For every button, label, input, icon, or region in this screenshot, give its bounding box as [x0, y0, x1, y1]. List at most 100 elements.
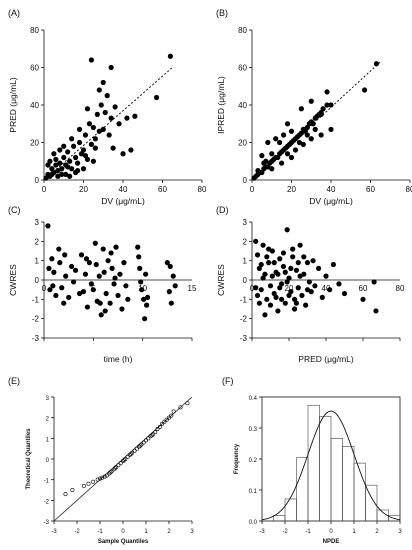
data-point — [153, 94, 160, 101]
x-tick-label: 15 — [188, 284, 197, 293]
data-point — [148, 434, 153, 439]
data-point — [121, 260, 127, 266]
data-point — [122, 458, 127, 463]
data-point — [135, 244, 141, 250]
x-tick-label: 40 — [322, 284, 331, 293]
data-point — [86, 481, 91, 486]
data-point — [319, 294, 325, 300]
data-point — [271, 260, 277, 266]
data-point — [92, 136, 98, 142]
x-tick-label: -3 — [259, 529, 265, 535]
data-point — [130, 450, 135, 455]
data-point — [301, 254, 307, 260]
x-tick-label: -3 — [51, 529, 57, 535]
data-point — [254, 292, 261, 299]
data-point — [320, 106, 326, 112]
data-point — [63, 273, 69, 279]
data-point — [98, 476, 103, 481]
data-point — [101, 269, 107, 275]
data-point — [284, 151, 291, 157]
x-axis-title: DV (μg/mL) — [101, 196, 145, 206]
y-tick-label: 80 — [30, 26, 39, 35]
data-point — [312, 283, 318, 289]
data-point — [336, 281, 342, 287]
data-point — [172, 283, 178, 289]
data-point — [105, 258, 111, 264]
data-point — [92, 240, 98, 246]
data-point — [286, 292, 292, 299]
data-point — [308, 98, 314, 104]
data-point — [167, 415, 172, 420]
data-point — [115, 292, 121, 299]
data-point — [59, 285, 65, 291]
y-tick-label: 20 — [238, 139, 247, 148]
data-point — [46, 265, 52, 271]
data-point — [111, 281, 117, 287]
data-point — [373, 61, 380, 67]
data-point — [67, 158, 73, 164]
data-point — [167, 53, 173, 59]
y-axis-title: IPRED (μg/mL) — [216, 76, 226, 134]
data-point — [266, 260, 272, 266]
data-point — [59, 171, 65, 177]
data-point — [138, 443, 143, 448]
data-point — [168, 300, 174, 306]
data-point — [303, 302, 309, 308]
data-point — [98, 312, 104, 318]
x-axis-title: NPDE — [323, 539, 340, 545]
x-axis-title: time (h) — [104, 354, 133, 364]
data-point — [360, 296, 366, 302]
data-point — [155, 427, 160, 432]
data-point — [93, 261, 99, 268]
data-point — [95, 477, 100, 482]
data-point — [51, 151, 57, 157]
data-point — [123, 456, 128, 461]
histogram-bar — [388, 515, 401, 522]
y-tick-label: -3 — [44, 520, 50, 526]
y-tick-label: 0 — [35, 176, 40, 185]
data-point — [304, 260, 311, 266]
data-point — [341, 290, 348, 297]
data-point — [284, 279, 290, 285]
y-tick-label: -3 — [240, 334, 248, 343]
data-point — [145, 294, 151, 300]
data-point — [111, 467, 116, 472]
data-point — [153, 430, 158, 435]
y-tick-label: 0 — [35, 276, 40, 285]
x-tick-label: 60 — [366, 185, 375, 194]
data-point — [125, 454, 130, 459]
data-point — [316, 265, 322, 271]
x-tick-label: 2 — [375, 529, 379, 535]
data-point — [304, 132, 310, 138]
data-point — [56, 246, 62, 252]
data-point — [82, 271, 89, 277]
data-point — [141, 440, 146, 445]
y-tick-label: 0.0 — [249, 520, 258, 526]
data-point — [275, 308, 281, 314]
data-point — [45, 223, 51, 229]
x-tick-label: 0 — [329, 529, 333, 535]
x-axis-title: Sample Quantiles — [98, 539, 149, 545]
data-point — [100, 475, 105, 480]
data-point — [361, 87, 368, 93]
data-point — [100, 79, 106, 86]
data-point — [53, 162, 59, 168]
data-point — [127, 452, 132, 457]
data-point — [324, 102, 330, 108]
data-point — [76, 139, 83, 146]
data-point — [327, 287, 333, 293]
data-point — [291, 296, 298, 302]
x-tick-label: 1 — [144, 529, 148, 535]
data-point — [45, 162, 51, 168]
data-point — [123, 283, 129, 289]
x-tick-label: -2 — [74, 529, 80, 535]
y-tick-label: 0 — [46, 458, 50, 464]
data-point — [51, 269, 57, 275]
panel-label: (D) — [216, 205, 229, 215]
data-point — [297, 273, 303, 279]
data-point — [128, 147, 134, 153]
data-point — [102, 474, 107, 479]
data-point — [324, 89, 330, 95]
data-point — [282, 269, 288, 275]
